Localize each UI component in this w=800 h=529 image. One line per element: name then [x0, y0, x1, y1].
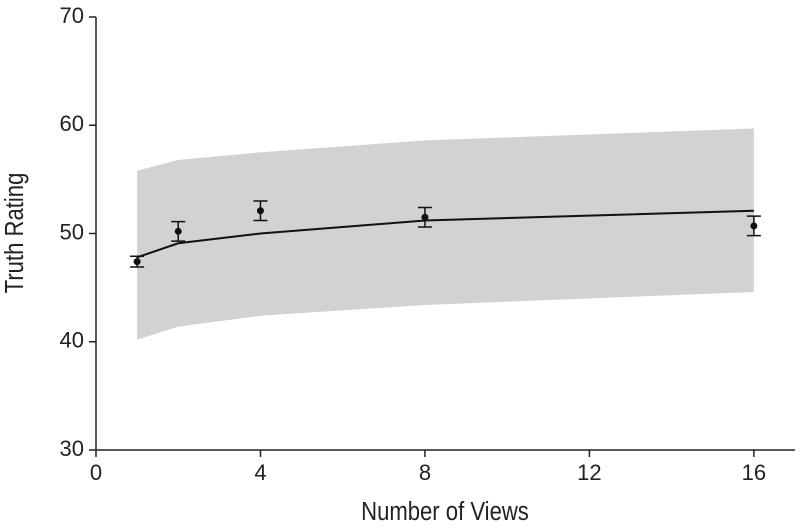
confidence-band [137, 128, 754, 340]
x-tick-label: 0 [90, 460, 102, 485]
x-tick-label: 4 [254, 460, 266, 485]
data-point [133, 258, 141, 266]
y-tick-label: 60 [60, 111, 84, 136]
data-point [256, 207, 264, 215]
fit-line [136, 209, 754, 259]
x-axis-label: Number of Views [361, 497, 529, 526]
y-tick-label: 40 [60, 328, 84, 353]
y-tick-label: 70 [60, 3, 84, 28]
x-tick-label: 12 [577, 460, 601, 485]
y-tick-label: 50 [60, 219, 84, 244]
data-point [174, 227, 182, 235]
y-axis-label: Truth Rating [0, 173, 29, 294]
x-tick-label: 8 [419, 460, 431, 485]
x-tick-label: 16 [742, 460, 766, 485]
data-point [750, 222, 758, 230]
y-tick-label: 30 [60, 436, 84, 461]
data-point [421, 213, 429, 221]
